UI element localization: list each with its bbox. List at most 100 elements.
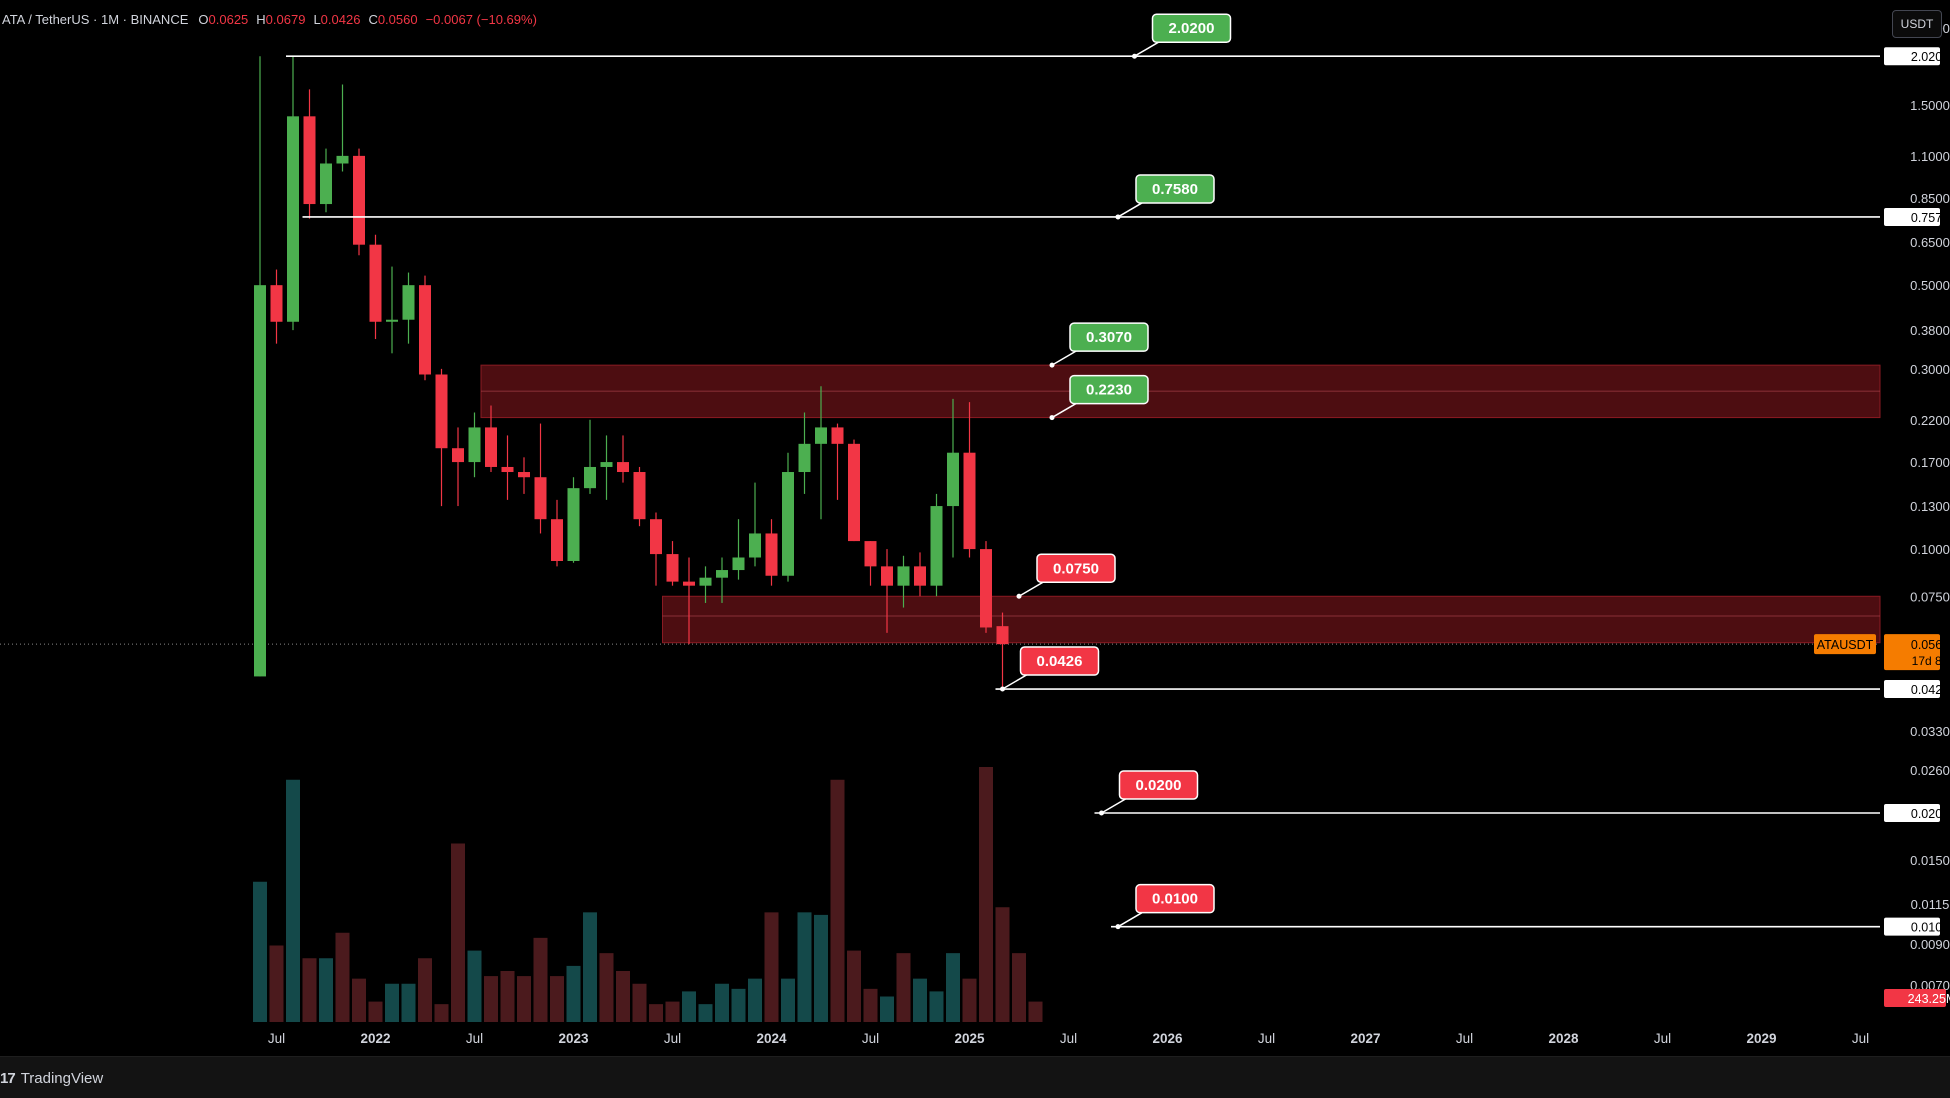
- callout-box: [1069, 322, 1149, 352]
- axis-level-tag: [1884, 804, 1940, 823]
- callout-label: 0.0426: [1037, 653, 1083, 670]
- last-price-value: 0.0560: [1911, 638, 1949, 652]
- candle-body: [270, 285, 283, 322]
- x-tick-label: Jul: [1456, 1031, 1473, 1046]
- volume-bar: [880, 996, 894, 1022]
- volume-bar: [286, 779, 300, 1022]
- volume-bar: [1012, 953, 1026, 1022]
- candle-body: [831, 427, 844, 444]
- volume-bar: [467, 950, 482, 1022]
- x-tick-label: Jul: [466, 1031, 483, 1046]
- x-tick-label: Jul: [862, 1031, 879, 1046]
- callout-pointer: [1051, 402, 1077, 419]
- x-tick-label: 2023: [558, 1031, 589, 1046]
- axis-level-tag-label: 2.0200: [1911, 50, 1949, 64]
- symbol-tag: [1814, 634, 1876, 655]
- candle-body: [567, 488, 580, 561]
- volume-bar: [319, 958, 333, 1022]
- candle-body: [501, 466, 514, 473]
- axis-level-tag-label: 0.0100: [1911, 921, 1949, 935]
- candle-body: [534, 477, 547, 520]
- callout-label: 0.0100: [1152, 891, 1198, 908]
- candle-body: [353, 155, 365, 245]
- candle-countdown: 17d 8h: [1912, 654, 1949, 668]
- high-value: 0.0679: [265, 12, 306, 27]
- volume-bar: [731, 988, 746, 1022]
- callout-pointer: [1117, 202, 1143, 218]
- axis-level-tag-label: 0.0426: [1911, 683, 1949, 697]
- volume-bar: [979, 767, 993, 1022]
- tradingview-icon: 17: [0, 1070, 16, 1087]
- symbol-title[interactable]: ATA / TetherUS · 1M · BINANCE: [2, 12, 189, 27]
- volume-bar: [797, 912, 812, 1022]
- x-tick-label: Jul: [1654, 1031, 1671, 1046]
- candle-body: [320, 163, 332, 205]
- candle-body: [551, 519, 563, 561]
- x-tick-label: 2027: [1350, 1031, 1380, 1046]
- volume-bar: [781, 978, 795, 1022]
- candle-body: [584, 466, 596, 489]
- callout-pointer: [1117, 912, 1143, 928]
- y-tick-label: 0.0150: [1910, 853, 1950, 868]
- candle-body: [254, 285, 266, 677]
- volume-bar: [616, 971, 630, 1022]
- candle-body: [303, 116, 316, 205]
- volume-bar: [253, 881, 267, 1022]
- x-tick-label: 2025: [954, 1031, 985, 1046]
- volume-bar: [451, 843, 465, 1022]
- volume-bar: [748, 978, 762, 1022]
- y-tick-label: 0.3800: [1910, 323, 1950, 338]
- volume-bar: [566, 965, 581, 1022]
- candle-body: [732, 557, 745, 571]
- candle-body: [963, 452, 976, 550]
- y-tick-label: 0.0750: [1910, 589, 1950, 604]
- x-tick-label: Jul: [1258, 1031, 1275, 1046]
- callout-pointer: [1051, 350, 1077, 366]
- candle-body: [782, 472, 794, 576]
- y-tick-label: 0.1300: [1910, 499, 1950, 514]
- volume-bar: [583, 912, 597, 1022]
- volume-bar: [1028, 1001, 1043, 1022]
- volume-bar: [599, 953, 614, 1022]
- footer-bar: 17 TradingView: [0, 1056, 1950, 1098]
- symbol-tag-label: ATAUSDT: [1817, 638, 1874, 652]
- y-tick-label: 0.2200: [1910, 413, 1950, 428]
- x-tick-label: Jul: [268, 1031, 285, 1046]
- close-value: 0.0560: [377, 12, 418, 27]
- tradingview-logo[interactable]: 17 TradingView: [0, 1070, 103, 1087]
- price-chart[interactable]: 2.0200 2.0200 0.7580 0.7577 0.3070 0.2230 0.07…: [0, 0, 1950, 1056]
- callout-label: 0.2230: [1086, 382, 1132, 399]
- axis-level-tag: [1884, 917, 1940, 936]
- y-tick-label: 0.3000: [1910, 362, 1950, 377]
- candle-body: [848, 443, 860, 542]
- volume-bar: [533, 937, 548, 1022]
- volume-bar: [682, 991, 696, 1022]
- callout-pointer: [1002, 674, 1027, 690]
- y-tick-label: 1.5000: [1910, 98, 1950, 113]
- volume-bar: [517, 976, 531, 1022]
- volume-tag: [1884, 989, 1946, 1007]
- candle-body: [930, 506, 943, 586]
- open-value: 0.0625: [208, 12, 249, 27]
- candle-body: [815, 427, 827, 444]
- y-tick-label: 0.1700: [1910, 455, 1950, 470]
- candle-body: [864, 541, 877, 567]
- volume-bar: [418, 958, 432, 1022]
- callout-box: [1135, 883, 1215, 914]
- close-label: C: [368, 12, 378, 27]
- symbol-header: ATA / TetherUS · 1M · BINANCE O 0.0625 H…: [2, 12, 537, 27]
- volume-bar: [385, 983, 399, 1022]
- candle-body: [600, 462, 613, 467]
- y-tick-label: 0.6500: [1910, 235, 1950, 250]
- volume-bar: [814, 914, 828, 1022]
- open-label: O: [198, 12, 209, 27]
- candle-body: [980, 549, 992, 628]
- volume-bar: [401, 983, 416, 1022]
- callout-box: [1019, 646, 1100, 676]
- candle-body: [518, 472, 530, 478]
- currency-button[interactable]: USDT: [1892, 10, 1942, 38]
- volume-bar: [698, 1004, 713, 1022]
- candle-body: [683, 581, 695, 586]
- x-tick-label: Jul: [1852, 1031, 1869, 1046]
- axis-level-tag: [1884, 680, 1940, 699]
